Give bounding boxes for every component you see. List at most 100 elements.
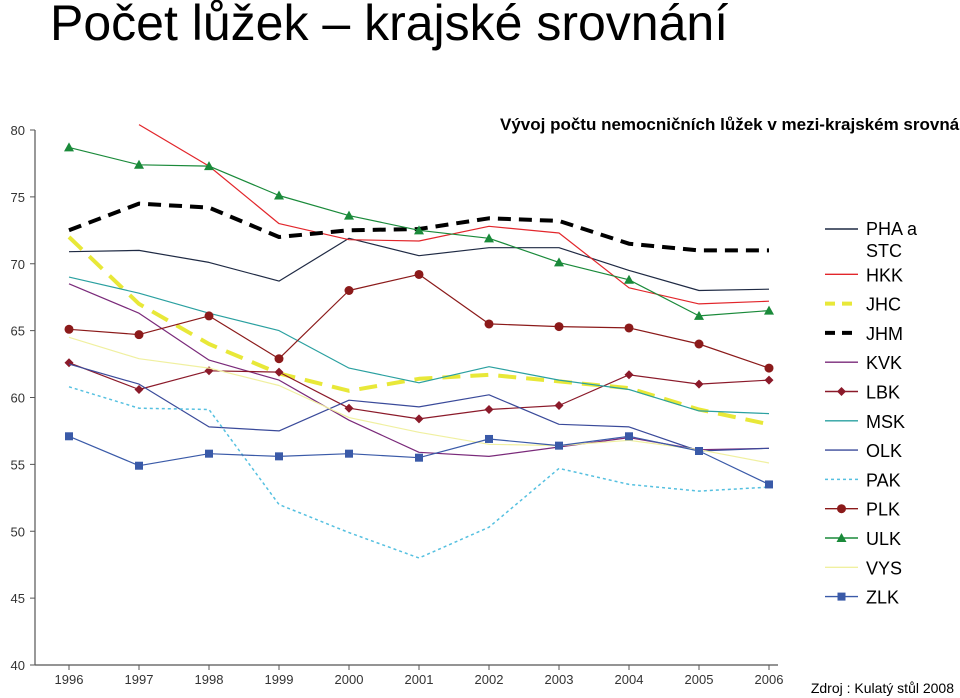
- data-point-plk: [414, 269, 424, 279]
- data-point-zlk: [135, 461, 143, 470]
- x-tick-label: 1998: [195, 672, 224, 687]
- series-line-lbk: [68, 362, 770, 420]
- data-point-lbk: [274, 367, 284, 377]
- y-tick-label: 80: [11, 123, 25, 138]
- series-kvk: [68, 283, 770, 457]
- data-point-lbk: [624, 370, 634, 380]
- data-point-ulk: [274, 190, 284, 200]
- x-tick-label: 2002: [475, 672, 504, 687]
- x-tick-label: 1997: [125, 672, 154, 687]
- series-line-jhc: [67, 235, 770, 427]
- legend-label-pak: PAK: [866, 470, 901, 490]
- series-line-olk: [68, 363, 770, 452]
- y-tick-label: 70: [11, 257, 25, 272]
- series-lbk: [64, 358, 774, 424]
- series-olk: [68, 363, 770, 452]
- series-plk: [64, 269, 774, 373]
- series-line-hkk: [138, 124, 770, 305]
- x-tick-label: 2003: [545, 672, 574, 687]
- data-point-lbk: [134, 384, 144, 394]
- series-line-plk: [68, 273, 770, 369]
- x-tick-label: 1996: [55, 672, 84, 687]
- data-point-lbk: [554, 401, 564, 411]
- data-point-plk: [554, 322, 564, 332]
- series-vys: [68, 336, 770, 464]
- legend-label-kvk: KVK: [866, 353, 902, 373]
- legend-marker-lbk: [837, 387, 846, 396]
- data-point-plk: [204, 311, 214, 321]
- data-point-ulk: [554, 257, 564, 267]
- chart-title: Vývoj počtu nemocničních lůžek v mezi-kr…: [500, 115, 960, 134]
- data-point-zlk: [205, 449, 213, 458]
- x-tick-label: 2004: [615, 672, 644, 687]
- x-tick-label: 2000: [335, 672, 364, 687]
- y-tick-label: 60: [11, 391, 25, 406]
- data-point-plk: [694, 339, 704, 349]
- data-point-zlk: [415, 453, 423, 462]
- data-point-ulk: [414, 225, 424, 235]
- data-point-plk: [64, 324, 74, 334]
- data-point-lbk: [344, 403, 354, 413]
- legend-label-jhm: JHM: [866, 324, 903, 344]
- data-point-ulk: [204, 161, 214, 171]
- data-point-zlk: [765, 480, 773, 489]
- series-hkk: [138, 124, 770, 305]
- data-point-lbk: [484, 405, 494, 415]
- legend-label-jhc: JHC: [866, 295, 901, 315]
- legend-label-lbk: LBK: [866, 383, 900, 403]
- source-note: Zdroj : Kulatý stůl 2008: [810, 680, 954, 696]
- data-point-zlk: [555, 441, 563, 450]
- data-point-lbk: [64, 358, 74, 368]
- data-point-zlk: [625, 432, 633, 441]
- legend-label-zlk: ZLK: [866, 588, 899, 608]
- data-point-lbk: [764, 375, 774, 385]
- legend-marker-ulk: [836, 533, 847, 542]
- data-point-ulk: [694, 310, 704, 320]
- legend-label-ulk: ULK: [866, 529, 901, 549]
- y-tick-label: 50: [11, 524, 25, 539]
- legend-label-olk: OLK: [866, 441, 902, 461]
- data-point-ulk: [484, 233, 494, 243]
- data-point-ulk: [624, 274, 634, 284]
- series-line-pha-a-stc: [68, 237, 770, 292]
- legend-label-vys: VYS: [866, 558, 902, 578]
- legend-label-pha-a-stc: PHA a: [866, 219, 918, 239]
- legend-label-hkk: HKK: [866, 265, 903, 285]
- x-tick-label: 2001: [405, 672, 434, 687]
- data-point-ulk: [134, 159, 144, 169]
- data-point-ulk: [64, 142, 74, 152]
- data-point-plk: [624, 323, 634, 333]
- data-point-zlk: [65, 432, 73, 441]
- series-ulk: [64, 142, 774, 320]
- data-point-plk: [344, 286, 354, 295]
- series-pha-a-stc: [68, 237, 770, 292]
- legend-marker-plk: [837, 504, 846, 514]
- data-point-plk: [764, 363, 774, 373]
- series-pak: [68, 386, 770, 559]
- x-tick-label: 2006: [755, 672, 784, 687]
- data-point-plk: [274, 354, 284, 364]
- x-tick-label: 1999: [265, 672, 294, 687]
- y-tick-label: 55: [11, 457, 25, 472]
- y-tick-label: 65: [11, 324, 25, 339]
- series-line-msk: [68, 276, 770, 415]
- data-point-plk: [134, 330, 144, 340]
- series-line-pak: [68, 386, 770, 559]
- series-zlk: [65, 432, 773, 489]
- series-jhc: [67, 235, 770, 427]
- series-msk: [68, 276, 770, 415]
- legend-label-msk: MSK: [866, 412, 905, 432]
- data-point-zlk: [275, 452, 283, 461]
- page-title: Počet lůžek – krajské srovnání: [50, 0, 729, 51]
- legend-marker-zlk: [837, 592, 846, 601]
- legend-label-plk: PLK: [866, 500, 900, 520]
- data-point-plk: [484, 319, 494, 329]
- data-point-lbk: [414, 414, 424, 424]
- data-point-ulk: [344, 210, 354, 220]
- x-tick-label: 2005: [685, 672, 714, 687]
- legend-label-pha-a-stc: STC: [866, 241, 902, 261]
- y-tick-label: 75: [11, 190, 25, 205]
- y-tick-label: 45: [11, 591, 25, 606]
